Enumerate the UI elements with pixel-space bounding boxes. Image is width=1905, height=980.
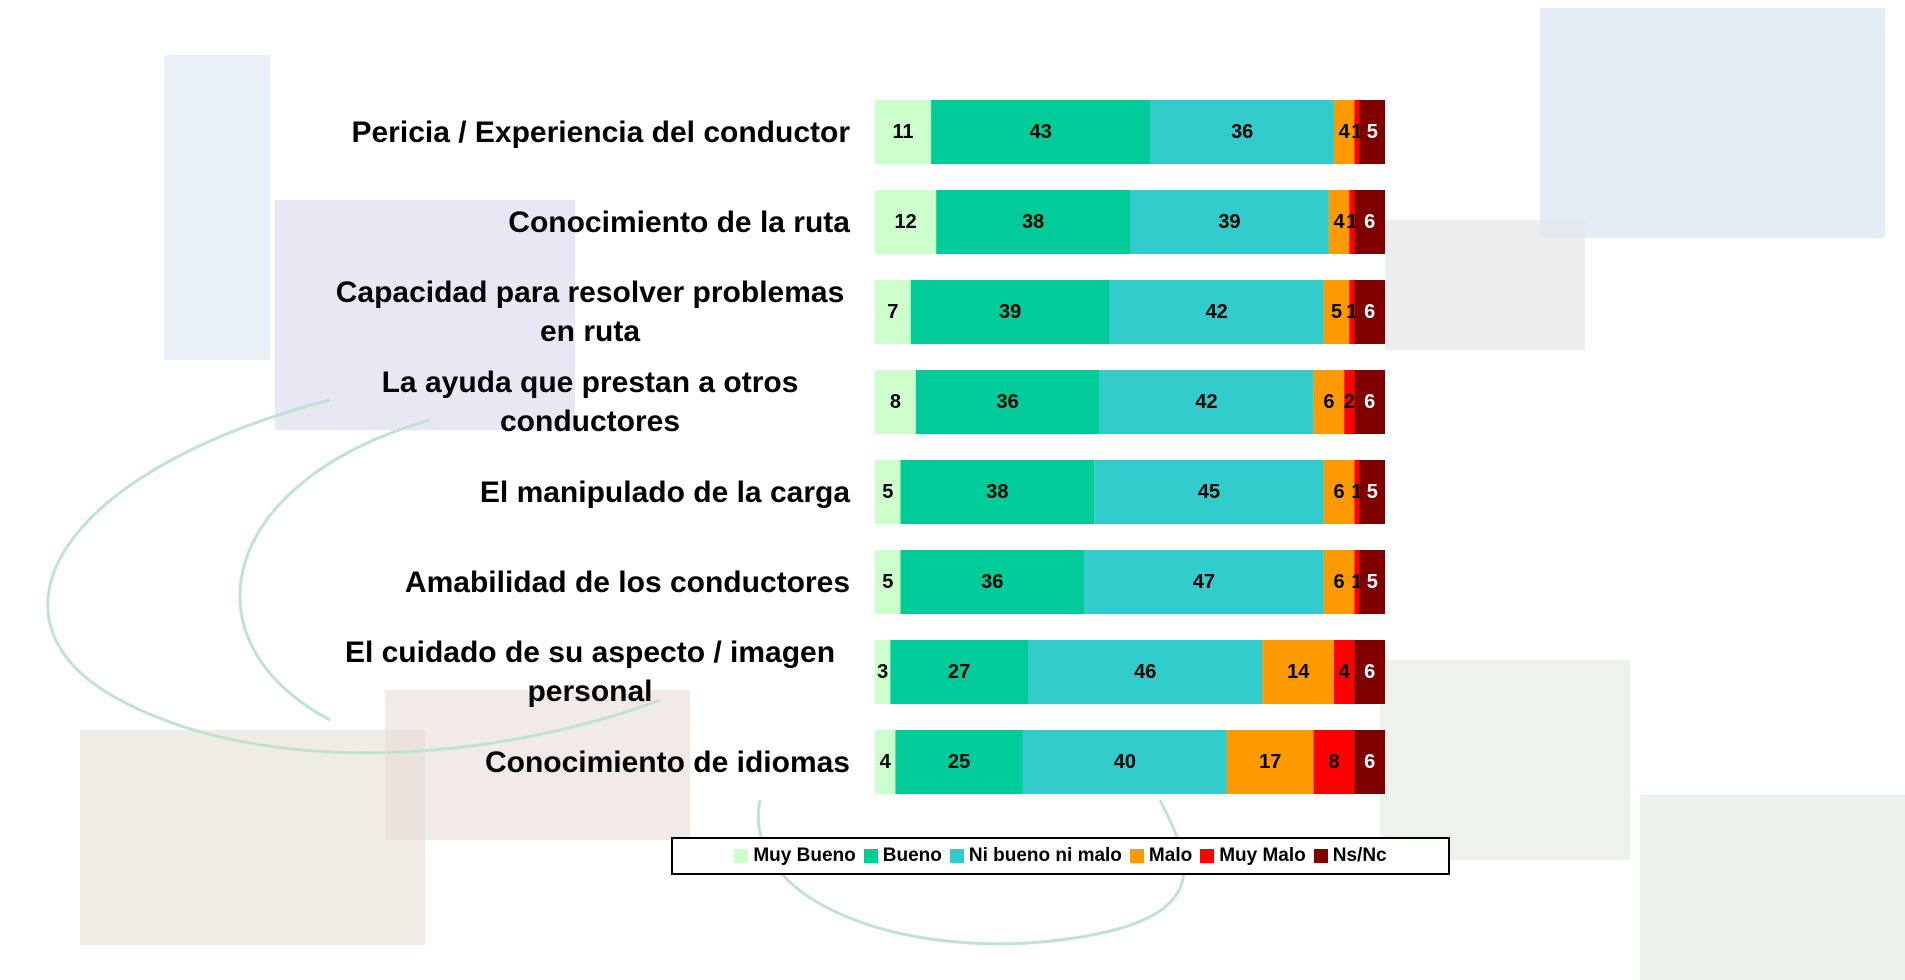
value-label: 14 xyxy=(1287,661,1310,683)
chart: 1143364151238394167394251683642626538456… xyxy=(0,0,1905,980)
legend-text: Malo xyxy=(1149,845,1192,867)
legend-item: Muy Bueno xyxy=(734,845,855,867)
legend-swatch xyxy=(864,849,878,863)
legend-item: Muy Malo xyxy=(1200,845,1306,867)
slide: 1143364151238394167394251683642626538456… xyxy=(0,0,1905,980)
legend-text: Bueno xyxy=(883,845,942,867)
legend-swatch xyxy=(1200,849,1214,863)
legend-text: Muy Bueno xyxy=(753,845,855,867)
value-label: 5 xyxy=(882,481,893,503)
category-text: La ayuda que prestan a otros conductores xyxy=(330,363,850,441)
value-label: 5 xyxy=(1331,301,1342,323)
value-label: 6 xyxy=(1334,571,1345,593)
category-text: Conocimiento de idiomas xyxy=(485,743,850,782)
legend: Muy Bueno Bueno Ni bueno ni malo Malo Muy Ma… xyxy=(671,837,1450,875)
legend-swatch xyxy=(734,849,748,863)
category-text: El manipulado de la carga xyxy=(480,473,850,512)
value-label: 6 xyxy=(1334,481,1345,503)
value-label: 7 xyxy=(887,301,898,323)
value-label: 17 xyxy=(1259,751,1281,773)
value-label: 47 xyxy=(1193,571,1215,593)
category-label: Amabilidad de los conductores xyxy=(330,542,850,622)
category-label: El cuidado de su aspecto / imagen person… xyxy=(330,632,850,712)
value-label: 6 xyxy=(1364,211,1375,233)
value-label: 45 xyxy=(1198,481,1220,503)
category-text: Capacidad para resolver problemas en rut… xyxy=(330,273,850,351)
value-label: 36 xyxy=(996,391,1018,413)
value-label: 43 xyxy=(1030,121,1052,143)
category-label: La ayuda que prestan a otros conductores xyxy=(330,362,850,442)
legend-swatch xyxy=(1314,849,1328,863)
category-label: Capacidad para resolver problemas en rut… xyxy=(330,272,850,352)
value-label: 8 xyxy=(890,391,901,413)
legend-item: Ns/Nc xyxy=(1314,845,1387,867)
value-label: 12 xyxy=(894,211,916,233)
legend-swatch xyxy=(950,849,964,863)
value-label: 6 xyxy=(1364,301,1375,323)
value-label: 3 xyxy=(877,661,888,683)
value-label: 38 xyxy=(1022,211,1044,233)
value-label: 4 xyxy=(880,751,892,773)
category-label: Conocimiento de idiomas xyxy=(330,722,850,802)
value-label: 4 xyxy=(1339,121,1351,143)
value-label: 42 xyxy=(1195,391,1217,413)
category-label: Conocimiento de la ruta xyxy=(330,182,850,262)
value-label: 6 xyxy=(1364,751,1375,773)
value-label: 11 xyxy=(892,121,913,143)
legend-item: Malo xyxy=(1130,845,1192,867)
legend-text: Ni bueno ni malo xyxy=(969,845,1122,867)
value-label: 2 xyxy=(1344,391,1355,413)
value-label: 40 xyxy=(1114,751,1136,773)
legend-item: Bueno xyxy=(864,845,942,867)
legend-text: Ns/Nc xyxy=(1333,845,1387,867)
value-label: 46 xyxy=(1134,661,1156,683)
legend-swatch xyxy=(1130,849,1144,863)
category-text: Conocimiento de la ruta xyxy=(508,203,850,242)
legend-text: Muy Malo xyxy=(1219,845,1306,867)
value-label: 42 xyxy=(1206,301,1228,323)
value-label: 25 xyxy=(948,751,970,773)
value-label: 36 xyxy=(981,571,1003,593)
legend-item: Ni bueno ni malo xyxy=(950,845,1122,867)
category-label: El manipulado de la carga xyxy=(330,452,850,532)
value-label: 5 xyxy=(1367,481,1378,503)
category-label: Pericia / Experiencia del conductor xyxy=(330,92,850,172)
value-label: 6 xyxy=(1364,391,1375,413)
value-label: 39 xyxy=(1218,211,1240,233)
value-label: 4 xyxy=(1334,211,1346,233)
value-label: 5 xyxy=(882,571,893,593)
value-label: 39 xyxy=(999,301,1021,323)
value-label: 27 xyxy=(948,661,970,683)
value-label: 36 xyxy=(1231,121,1253,143)
value-label: 6 xyxy=(1364,661,1375,683)
value-label: 38 xyxy=(986,481,1008,503)
category-text: Amabilidad de los conductores xyxy=(405,563,850,602)
value-label: 5 xyxy=(1367,571,1378,593)
category-text: Pericia / Experiencia del conductor xyxy=(351,113,850,152)
category-text: El cuidado de su aspecto / imagen person… xyxy=(330,633,850,711)
value-label: 8 xyxy=(1328,751,1339,773)
value-label: 5 xyxy=(1367,121,1378,143)
value-label: 6 xyxy=(1323,391,1334,413)
value-label: 4 xyxy=(1339,661,1351,683)
